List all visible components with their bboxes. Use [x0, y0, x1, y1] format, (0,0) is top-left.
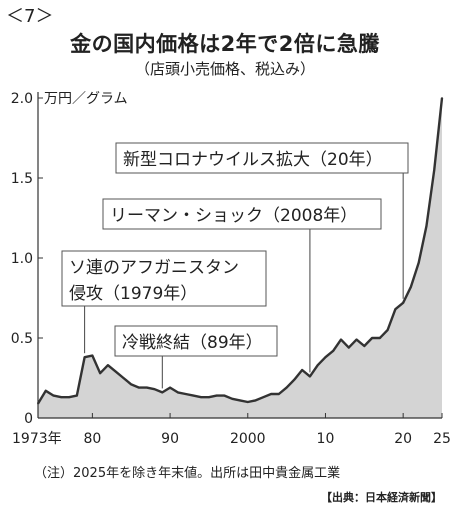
price-point	[347, 346, 350, 349]
price-point	[138, 386, 140, 389]
chart-title: 金の国内価格は2年で2倍に急騰	[70, 32, 380, 56]
annotation-text: ソ連のアフガニスタン	[69, 258, 239, 278]
price-point	[200, 396, 203, 399]
price-point	[239, 399, 241, 402]
price-point	[394, 308, 397, 311]
annotation-text: 侵攻（1979年）	[69, 284, 197, 304]
price-point	[371, 337, 373, 339]
price-point	[254, 399, 257, 402]
price-point	[215, 394, 218, 397]
y-unit-label: 万円／グラム	[44, 91, 128, 107]
chart-subtitle: （店頭小売価格、税込み）	[134, 60, 315, 78]
price-point	[402, 301, 405, 304]
price-point	[285, 386, 288, 389]
price-point	[270, 393, 272, 395]
price-point	[355, 338, 358, 341]
annotation-text: 新型コロナウイルス拡大（20年）	[123, 150, 383, 170]
price-point	[68, 396, 70, 399]
price-point	[301, 369, 304, 371]
price-point	[107, 364, 109, 367]
y-tick-label: 1.5	[11, 171, 33, 187]
y-tick-label: 0.5	[11, 331, 33, 347]
price-point	[332, 349, 335, 352]
price-point	[386, 329, 389, 331]
price-point	[262, 396, 265, 399]
annotation-box	[114, 325, 278, 357]
x-tick-label: 80	[83, 431, 101, 447]
price-point	[231, 397, 234, 400]
chart-note: （注）2025年を除き年末値。出所は田中貴金属工業	[34, 466, 341, 481]
price-point	[153, 388, 156, 391]
x-tick-label: 90	[161, 431, 179, 447]
x-tick-label: 1973年	[12, 431, 62, 447]
x-tick-label: 25	[433, 431, 450, 447]
price-point	[316, 364, 319, 367]
y-tick-label: 0	[24, 411, 33, 427]
annotation-text: リーマン・ショック（2008年）	[110, 206, 357, 226]
price-point	[75, 394, 78, 397]
chart-source: 【出典：日本経済新聞】	[321, 491, 442, 504]
price-point	[410, 285, 412, 288]
annotation-box	[102, 198, 382, 230]
annotation-text: 冷戦終結（89年）	[122, 333, 263, 353]
annotation-box	[115, 142, 409, 174]
price-point	[184, 393, 187, 395]
price-point	[293, 378, 296, 381]
price-point	[130, 383, 133, 386]
price-point	[161, 391, 164, 394]
price-point	[433, 169, 436, 171]
price-point	[417, 261, 420, 264]
price-point	[91, 354, 94, 357]
price-point	[309, 375, 311, 378]
price-point	[99, 372, 102, 375]
price-point	[169, 386, 171, 389]
price-point	[44, 389, 47, 392]
y-tick-label: 2.0	[11, 91, 33, 107]
price-point	[192, 394, 195, 397]
price-point	[60, 396, 63, 399]
price-point	[340, 338, 342, 341]
price-point	[176, 391, 179, 394]
price-point	[145, 386, 148, 389]
price-point	[277, 393, 280, 395]
price-point	[122, 377, 125, 379]
price-point	[37, 402, 39, 405]
x-tick-label: 20	[394, 431, 412, 447]
price-point	[114, 370, 117, 373]
price-point	[363, 345, 366, 347]
x-tick-label: 10	[317, 431, 335, 447]
price-point	[324, 356, 327, 359]
x-tick-label: 2000	[230, 431, 266, 447]
figure-number: ＜7＞	[6, 6, 54, 27]
price-area-fill	[38, 98, 442, 418]
price-point	[246, 401, 249, 403]
price-point	[425, 225, 428, 227]
price-point	[223, 394, 226, 397]
annotation-box	[61, 250, 267, 307]
price-point	[83, 356, 86, 359]
price-point	[441, 97, 443, 99]
price-point	[208, 396, 210, 399]
price-point	[52, 394, 55, 397]
price-point	[378, 337, 381, 339]
y-tick-label: 1.0	[11, 251, 33, 267]
